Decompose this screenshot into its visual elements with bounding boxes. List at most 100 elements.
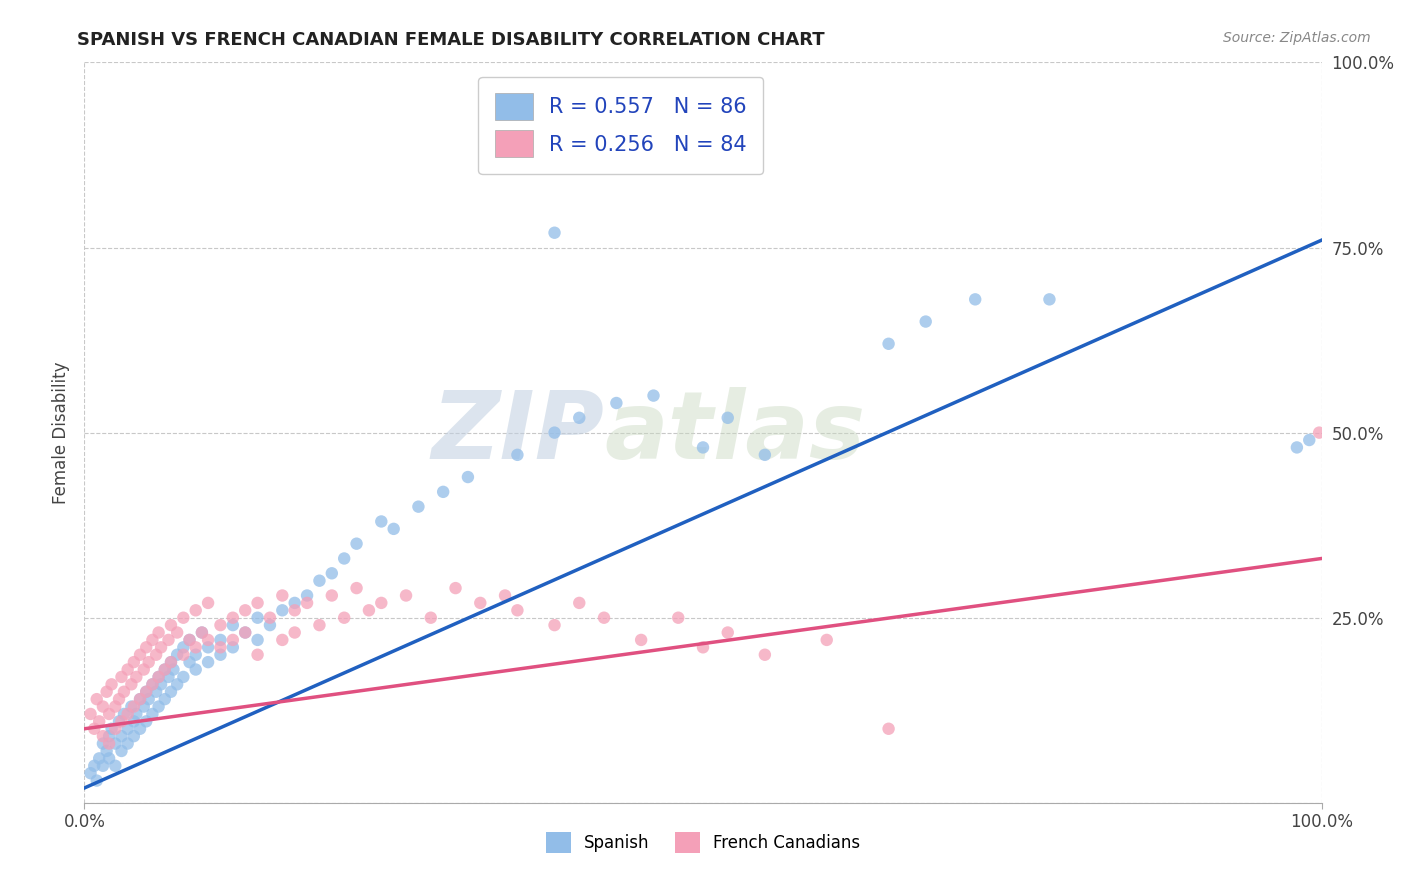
Point [259,610,281,624]
Point [129,722,152,736]
Point [222,610,245,624]
Point [568,410,591,425]
Point [129,692,152,706]
Point [209,640,232,655]
Point [382,522,405,536]
Point [141,677,163,691]
Text: SPANISH VS FRENCH CANADIAN FEMALE DISABILITY CORRELATION CHART: SPANISH VS FRENCH CANADIAN FEMALE DISABI… [77,31,825,49]
Point [605,396,627,410]
Point [395,589,418,603]
Point [160,618,183,632]
Point [104,699,127,714]
Point [222,640,245,655]
Point [321,566,343,581]
Point [370,515,392,529]
Text: ZIP: ZIP [432,386,605,479]
Point [122,729,145,743]
Point [815,632,838,647]
Point [135,640,157,655]
Point [96,685,118,699]
Point [233,625,256,640]
Point [543,226,565,240]
Point [157,670,180,684]
Legend: Spanish, French Canadians: Spanish, French Canadians [537,824,869,861]
Point [100,677,122,691]
Point [117,663,139,677]
Point [166,677,188,691]
Point [104,758,127,772]
Point [129,648,152,662]
Point [179,632,201,647]
Point [166,625,188,640]
Point [284,625,307,640]
Point [543,425,565,440]
Point [162,663,184,677]
Point [148,699,170,714]
Point [129,692,152,706]
Point [432,484,454,499]
Point [197,632,219,647]
Point [160,655,183,669]
Point [120,699,142,714]
Point [630,632,652,647]
Point [135,714,157,729]
Point [184,663,207,677]
Point [108,714,131,729]
Point [284,603,307,617]
Point [153,663,176,677]
Point [120,677,142,691]
Point [96,744,118,758]
Point [141,632,163,647]
Point [117,737,139,751]
Point [112,685,135,699]
Point [132,663,155,677]
Point [717,410,740,425]
Point [457,470,479,484]
Point [191,625,214,640]
Point [444,581,467,595]
Point [666,610,689,624]
Point [246,610,269,624]
Point [117,706,139,721]
Point [1038,293,1060,307]
Point [160,655,183,669]
Point [346,581,368,595]
Point [1285,441,1308,455]
Point [86,692,108,706]
Point [222,632,245,647]
Point [271,589,294,603]
Point [308,618,330,632]
Point [494,589,516,603]
Point [172,640,194,655]
Point [135,685,157,699]
Point [233,603,256,617]
Point [110,670,132,684]
Point [470,596,492,610]
Point [89,751,111,765]
Point [179,655,201,669]
Point [754,448,776,462]
Point [125,706,148,721]
Point [132,699,155,714]
Point [179,632,201,647]
Point [122,699,145,714]
Point [166,648,188,662]
Point [125,670,148,684]
Point [153,692,176,706]
Point [110,714,132,729]
Point [222,618,245,632]
Point [98,737,121,751]
Point [370,596,392,610]
Point [568,596,591,610]
Point [346,536,368,550]
Point [145,685,167,699]
Point [108,692,131,706]
Point [197,640,219,655]
Point [333,551,356,566]
Point [506,448,529,462]
Point [141,706,163,721]
Point [593,610,616,624]
Point [91,729,114,743]
Point [172,610,194,624]
Point [160,685,183,699]
